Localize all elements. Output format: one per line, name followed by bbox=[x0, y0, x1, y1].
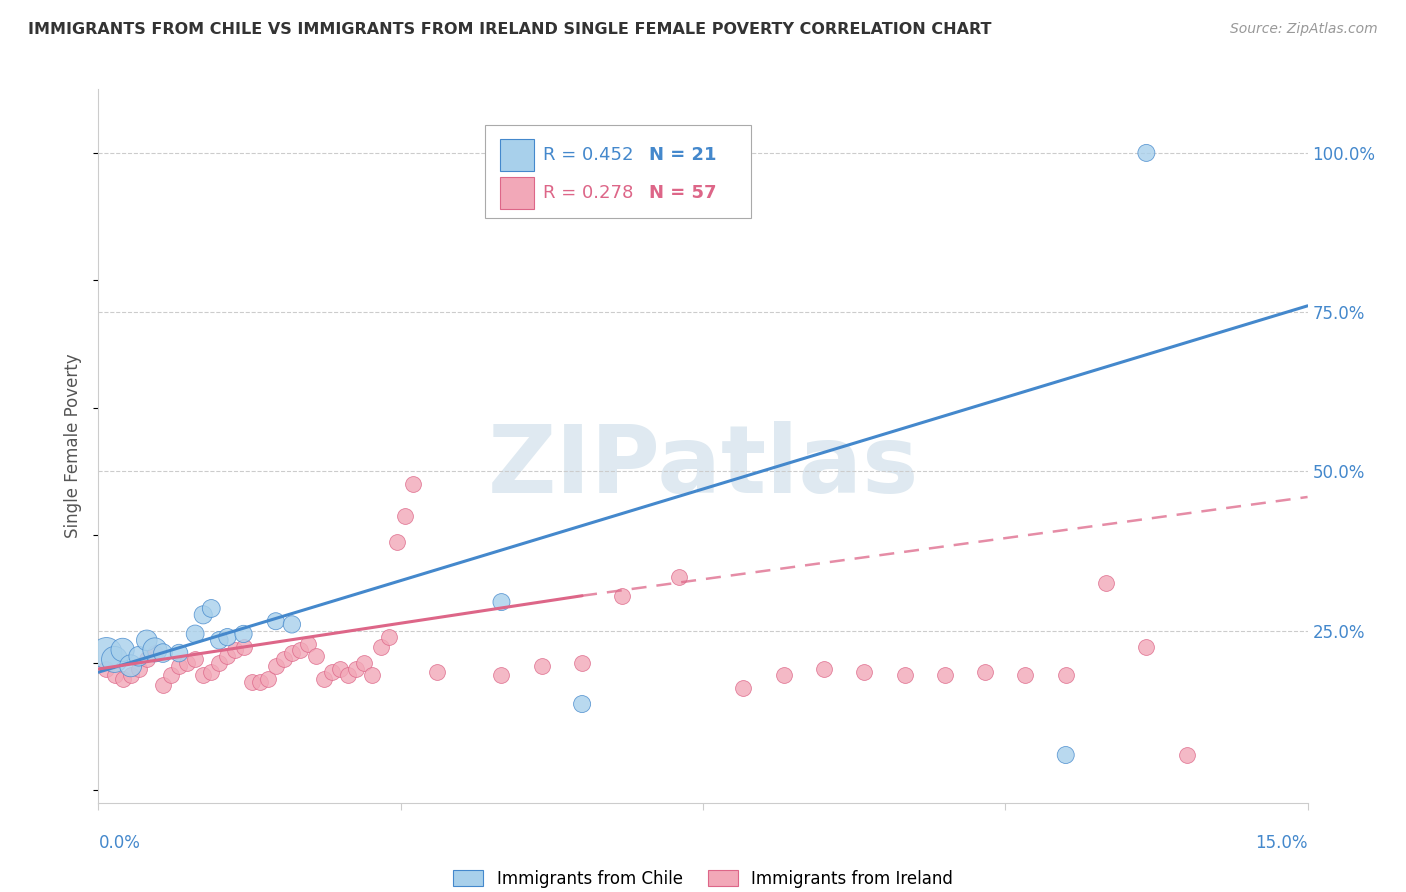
Point bbox=[402, 477, 425, 491]
Point bbox=[329, 662, 352, 676]
Point bbox=[813, 662, 835, 676]
Point bbox=[193, 668, 215, 682]
Point bbox=[217, 630, 239, 644]
Point bbox=[1014, 668, 1036, 682]
Point bbox=[612, 589, 634, 603]
Point bbox=[193, 607, 215, 622]
Point bbox=[167, 658, 190, 673]
Text: Source: ZipAtlas.com: Source: ZipAtlas.com bbox=[1230, 22, 1378, 37]
Point bbox=[273, 652, 295, 666]
Point bbox=[167, 646, 190, 660]
Point bbox=[111, 672, 134, 686]
Point bbox=[160, 668, 183, 682]
Point bbox=[377, 630, 399, 644]
Point bbox=[314, 672, 336, 686]
Point bbox=[264, 614, 287, 628]
FancyBboxPatch shape bbox=[501, 139, 534, 171]
Point bbox=[571, 697, 593, 711]
Text: N = 57: N = 57 bbox=[648, 185, 716, 202]
Point bbox=[530, 658, 553, 673]
Point bbox=[361, 668, 384, 682]
Point bbox=[240, 674, 263, 689]
Point bbox=[128, 649, 150, 664]
Point bbox=[288, 643, 311, 657]
Y-axis label: Single Female Poverty: Single Female Poverty bbox=[65, 354, 83, 538]
Point bbox=[1054, 747, 1077, 762]
Point bbox=[184, 627, 207, 641]
Point bbox=[249, 674, 271, 689]
Point bbox=[208, 656, 231, 670]
Point bbox=[96, 646, 118, 660]
Point bbox=[370, 640, 392, 654]
Point bbox=[305, 649, 328, 664]
Point bbox=[208, 633, 231, 648]
Point bbox=[200, 601, 222, 615]
Point bbox=[1095, 576, 1118, 591]
Point bbox=[394, 509, 416, 524]
Point bbox=[152, 646, 174, 660]
Point bbox=[668, 569, 690, 583]
Point bbox=[934, 668, 956, 682]
Point bbox=[232, 640, 254, 654]
Point bbox=[491, 595, 513, 609]
Text: 15.0%: 15.0% bbox=[1256, 834, 1308, 852]
Point bbox=[733, 681, 755, 695]
Point bbox=[281, 617, 304, 632]
Point bbox=[143, 646, 166, 660]
Point bbox=[491, 668, 513, 682]
Point bbox=[893, 668, 915, 682]
Point bbox=[1135, 145, 1157, 160]
Text: 0.0%: 0.0% bbox=[98, 834, 141, 852]
Point bbox=[297, 636, 319, 650]
Point bbox=[426, 665, 449, 680]
Point bbox=[337, 668, 360, 682]
Legend: Immigrants from Chile, Immigrants from Ireland: Immigrants from Chile, Immigrants from I… bbox=[447, 863, 959, 892]
Text: R = 0.452: R = 0.452 bbox=[543, 146, 634, 164]
Point bbox=[264, 658, 287, 673]
Point bbox=[1135, 640, 1157, 654]
Text: IMMIGRANTS FROM CHILE VS IMMIGRANTS FROM IRELAND SINGLE FEMALE POVERTY CORRELATI: IMMIGRANTS FROM CHILE VS IMMIGRANTS FROM… bbox=[28, 22, 991, 37]
Point bbox=[135, 633, 157, 648]
Point bbox=[200, 665, 222, 680]
Point bbox=[772, 668, 794, 682]
Point bbox=[143, 643, 166, 657]
Point bbox=[385, 534, 408, 549]
Point bbox=[120, 658, 142, 673]
Point bbox=[974, 665, 997, 680]
Point bbox=[224, 643, 246, 657]
Point bbox=[120, 668, 142, 682]
Point bbox=[128, 662, 150, 676]
Point bbox=[853, 665, 876, 680]
Point bbox=[96, 662, 118, 676]
Point bbox=[103, 652, 125, 666]
Point bbox=[571, 656, 593, 670]
Point bbox=[344, 662, 367, 676]
FancyBboxPatch shape bbox=[501, 177, 534, 209]
Point bbox=[321, 665, 343, 680]
Point bbox=[1054, 668, 1077, 682]
Point bbox=[103, 668, 125, 682]
Point bbox=[152, 678, 174, 692]
Text: R = 0.278: R = 0.278 bbox=[543, 185, 634, 202]
Point bbox=[176, 656, 198, 670]
FancyBboxPatch shape bbox=[485, 125, 751, 218]
Text: N = 21: N = 21 bbox=[648, 146, 716, 164]
Point bbox=[135, 652, 157, 666]
Point bbox=[232, 627, 254, 641]
Point bbox=[1175, 747, 1198, 762]
Point bbox=[256, 672, 278, 686]
Point bbox=[353, 656, 375, 670]
Point bbox=[281, 646, 304, 660]
Text: ZIPatlas: ZIPatlas bbox=[488, 421, 918, 514]
Point bbox=[217, 649, 239, 664]
Point bbox=[184, 652, 207, 666]
Point bbox=[111, 643, 134, 657]
